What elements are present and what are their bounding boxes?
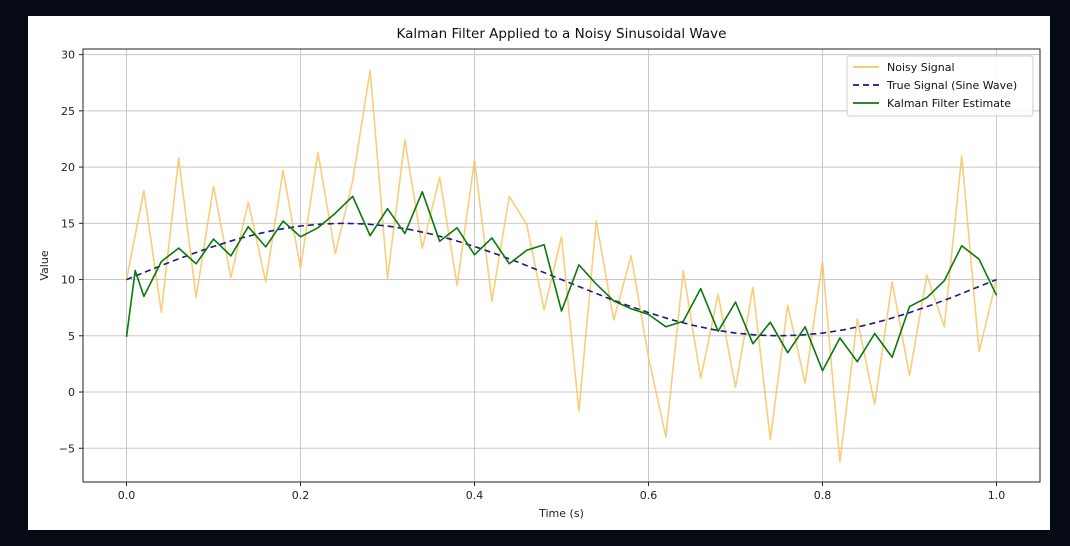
legend-label-kalman: Kalman Filter Estimate <box>887 97 1011 110</box>
x-tick-label: 0.0 <box>118 489 136 502</box>
y-tick-label: 25 <box>61 105 75 118</box>
legend-box <box>846 55 1034 117</box>
y-tick-label: 0 <box>68 386 75 399</box>
true-signal-line <box>126 222 997 337</box>
x-tick-label: 0.6 <box>640 489 658 502</box>
kalman-estimate-line <box>125 191 998 372</box>
chart-canvas: 0.0 0.2 0.4 0.6 0.8 1.0 −5 0 5 10 15 20 25 30 Kalman … <box>38 26 1041 520</box>
y-tick-label: 10 <box>61 274 75 287</box>
series-layer <box>125 69 998 463</box>
ticks: 0.0 0.2 0.4 0.6 0.8 1.0 −5 0 5 10 15 20 25 30 <box>59 49 1005 502</box>
noisy-signal-line <box>125 69 998 463</box>
y-axis-label: Value <box>38 250 51 280</box>
x-tick-label: 0.4 <box>466 489 484 502</box>
chart-title: Kalman Filter Applied to a Noisy Sinusoi… <box>397 26 727 42</box>
figure: 0.0 0.2 0.4 0.6 0.8 1.0 −5 0 5 10 15 20 25 30 Kalman … <box>28 16 1050 530</box>
x-tick-label: 1.0 <box>988 489 1006 502</box>
x-tick-label: 0.2 <box>292 489 310 502</box>
y-tick-label: 5 <box>68 330 75 343</box>
legend-label-noisy: Noisy Signal <box>887 61 955 74</box>
plot-frame <box>82 48 1041 483</box>
x-tick-label: 0.8 <box>814 489 832 502</box>
legend-label-true: True Signal (Sine Wave) <box>886 79 1017 92</box>
x-axis-label: Time (s) <box>538 507 584 520</box>
y-tick-label: −5 <box>59 442 75 455</box>
legend: Noisy Signal True Signal (Sine Wave) Kal… <box>846 55 1034 117</box>
y-tick-label: 15 <box>61 217 75 230</box>
y-tick-label: 30 <box>61 49 75 62</box>
y-tick-label: 20 <box>61 161 75 174</box>
